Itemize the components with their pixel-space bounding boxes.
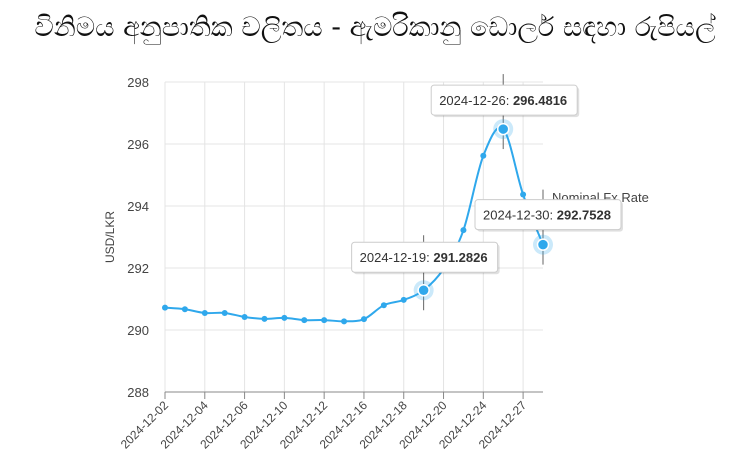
- y-tick-label: 292: [127, 261, 149, 276]
- y-axis-label: USD/LKR: [103, 211, 117, 263]
- tooltip-box: [351, 241, 499, 273]
- tooltip-text: 2024-12-26: 296.4816: [439, 93, 567, 108]
- data-point: [460, 227, 467, 234]
- data-point: [201, 309, 208, 316]
- highlight-point: [536, 238, 550, 251]
- data-point: [301, 317, 308, 324]
- data-point: [360, 316, 367, 323]
- y-tick-label: 294: [127, 199, 149, 214]
- tooltip-box: [474, 199, 622, 231]
- data-point: [520, 191, 527, 198]
- y-tick-label: 288: [127, 385, 149, 400]
- tooltip-date: 2024-12-30:: [483, 208, 557, 223]
- highlight-point: [417, 283, 430, 297]
- highlight-point: [496, 122, 510, 136]
- tooltip-text: 2024-12-19: 291.2826: [360, 250, 488, 265]
- data-point: [400, 296, 407, 303]
- tooltip-date: 2024-12-19:: [360, 250, 434, 265]
- data-point: [321, 317, 328, 324]
- data-point: [341, 318, 348, 325]
- data-point: [221, 309, 228, 316]
- data-point: [162, 304, 168, 311]
- data-point: [281, 314, 288, 321]
- data-point: [241, 313, 248, 320]
- tooltip-value: 296.4816: [513, 93, 567, 108]
- data-point: [181, 306, 188, 313]
- y-tick-label: 290: [127, 323, 149, 338]
- y-tick-label: 296: [127, 137, 149, 152]
- data-point: [380, 302, 387, 309]
- tooltip-text: 2024-12-30: 292.7528: [483, 208, 611, 223]
- tooltip-box: [430, 84, 578, 116]
- y-tick-label: 298: [127, 75, 149, 90]
- chart-title: විනිමය අනුපාතික චලිතය - ඇමරිකානු ඩොලර් ස…: [34, 12, 716, 43]
- data-point: [261, 315, 268, 322]
- tooltip-date: 2024-12-26:: [439, 93, 513, 108]
- tooltip-value: 292.7528: [557, 208, 611, 223]
- tooltip-value: 291.2826: [433, 250, 487, 265]
- data-point: [480, 152, 487, 159]
